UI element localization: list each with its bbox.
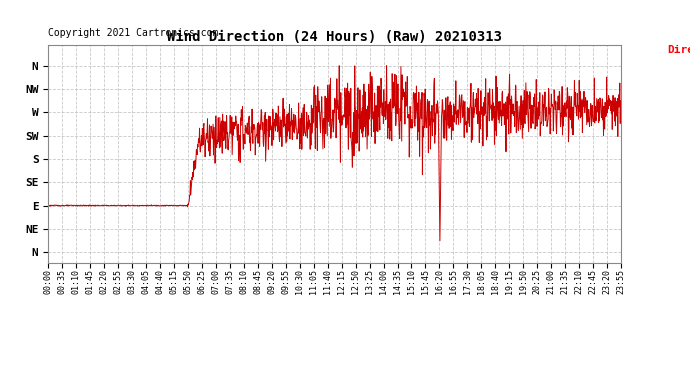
Title: Wind Direction (24 Hours) (Raw) 20210313: Wind Direction (24 Hours) (Raw) 20210313 <box>167 30 502 44</box>
Text: Direction: Direction <box>667 45 690 55</box>
Text: Copyright 2021 Cartronics.com: Copyright 2021 Cartronics.com <box>48 28 219 38</box>
